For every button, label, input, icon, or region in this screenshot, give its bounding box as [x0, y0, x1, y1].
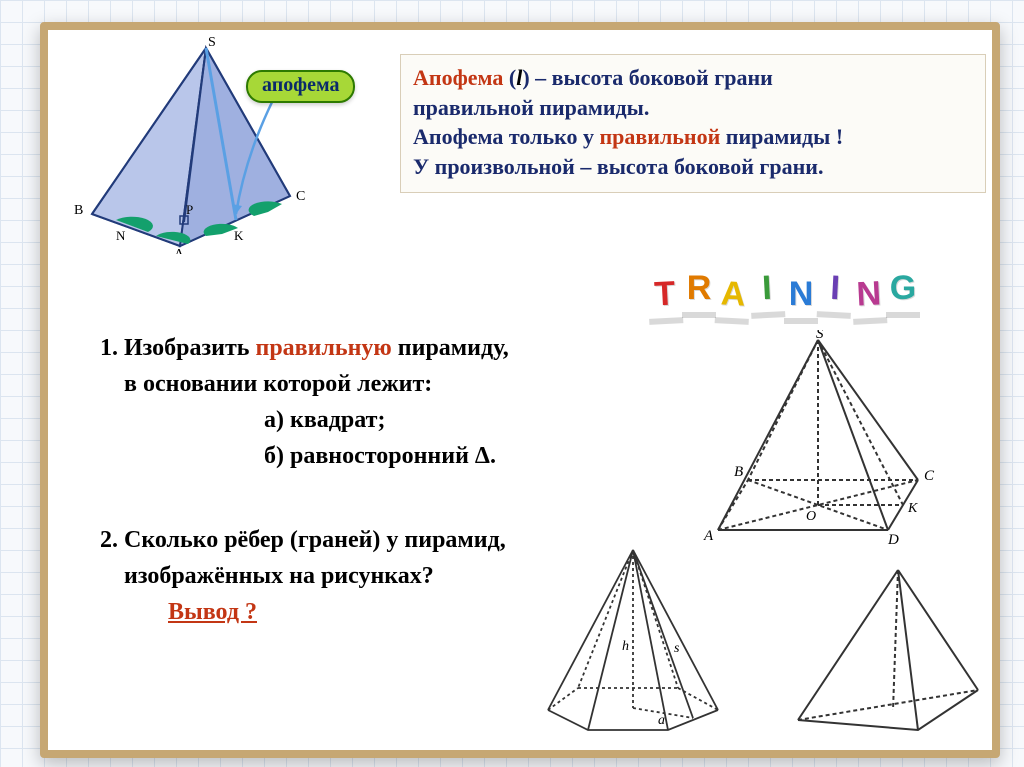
label-K: K: [234, 228, 244, 243]
training-letters: TRAINING: [648, 250, 968, 322]
whiteboard-frame: S B C A N P K апофема Апофема (l) – высо…: [40, 22, 1000, 758]
def-line2c: пирамиды !: [726, 124, 843, 149]
diagram-square-pyramid: S A B C D O K: [688, 330, 948, 550]
hex-label-s: s: [674, 641, 680, 656]
task1-b: правильную: [255, 335, 391, 361]
hex-label-h: h: [622, 639, 629, 654]
sq-label-K: K: [907, 501, 918, 516]
task1-a: Изобразить: [124, 335, 255, 361]
term-apofema: Апофема: [413, 65, 503, 90]
task-1: Изобразить правильную пирамиду, в основа…: [124, 330, 666, 474]
diagram-triangular-pyramid: [778, 560, 998, 740]
label-A: A: [174, 247, 185, 254]
definition-box: Апофема (l) – высота боковой грани прави…: [400, 54, 986, 193]
training-letter-r-1: R: [682, 264, 716, 318]
def-line2a: Апофема только у: [413, 124, 599, 149]
label-N: N: [116, 228, 126, 243]
def-line1a: – высота боковой грани: [535, 65, 773, 90]
sq-label-O: O: [806, 509, 816, 524]
def-line2b: правильной: [599, 124, 720, 149]
label-C: C: [296, 189, 305, 204]
label-S: S: [208, 35, 216, 50]
training-letter-n-4: N: [784, 270, 818, 324]
training-letter-n-6: N: [851, 269, 888, 325]
sq-label-D: D: [887, 532, 899, 548]
def-line1b: правильной пирамиды.: [413, 95, 649, 120]
label-B: B: [74, 203, 83, 218]
sq-label-B: B: [734, 464, 743, 480]
diagram-main-pyramid: S B C A N P K апофема: [56, 34, 386, 254]
label-P: P: [186, 202, 193, 217]
task1-c: пирамиду,: [392, 335, 509, 361]
training-letter-t-0: T: [647, 269, 684, 325]
task2-b: изображённых на рисунках?: [124, 563, 434, 589]
task1-sub-a: а) квадрат;: [264, 402, 666, 438]
training-letter-g-7: G: [886, 264, 920, 318]
apothem-callout: апофема: [246, 70, 355, 103]
hex-label-a: a: [658, 713, 665, 728]
task2-vyvod: Вывод ?: [168, 599, 257, 625]
sq-label-S: S: [816, 330, 824, 342]
diagram-hexagonal-pyramid: h s a: [518, 540, 758, 740]
training-letter-i-5: I: [817, 263, 854, 319]
task1-d: в основании которой лежит:: [124, 371, 432, 397]
task2-a: Сколько рёбер (граней) у пирамид,: [124, 527, 506, 553]
task1-sub-b: б) равносторонний Δ.: [264, 438, 666, 474]
sq-label-C: C: [924, 468, 935, 484]
def-line3: У произвольной – высота боковой грани.: [413, 154, 823, 179]
training-letter-a-2: A: [715, 269, 752, 325]
training-letter-i-3: I: [749, 263, 786, 319]
